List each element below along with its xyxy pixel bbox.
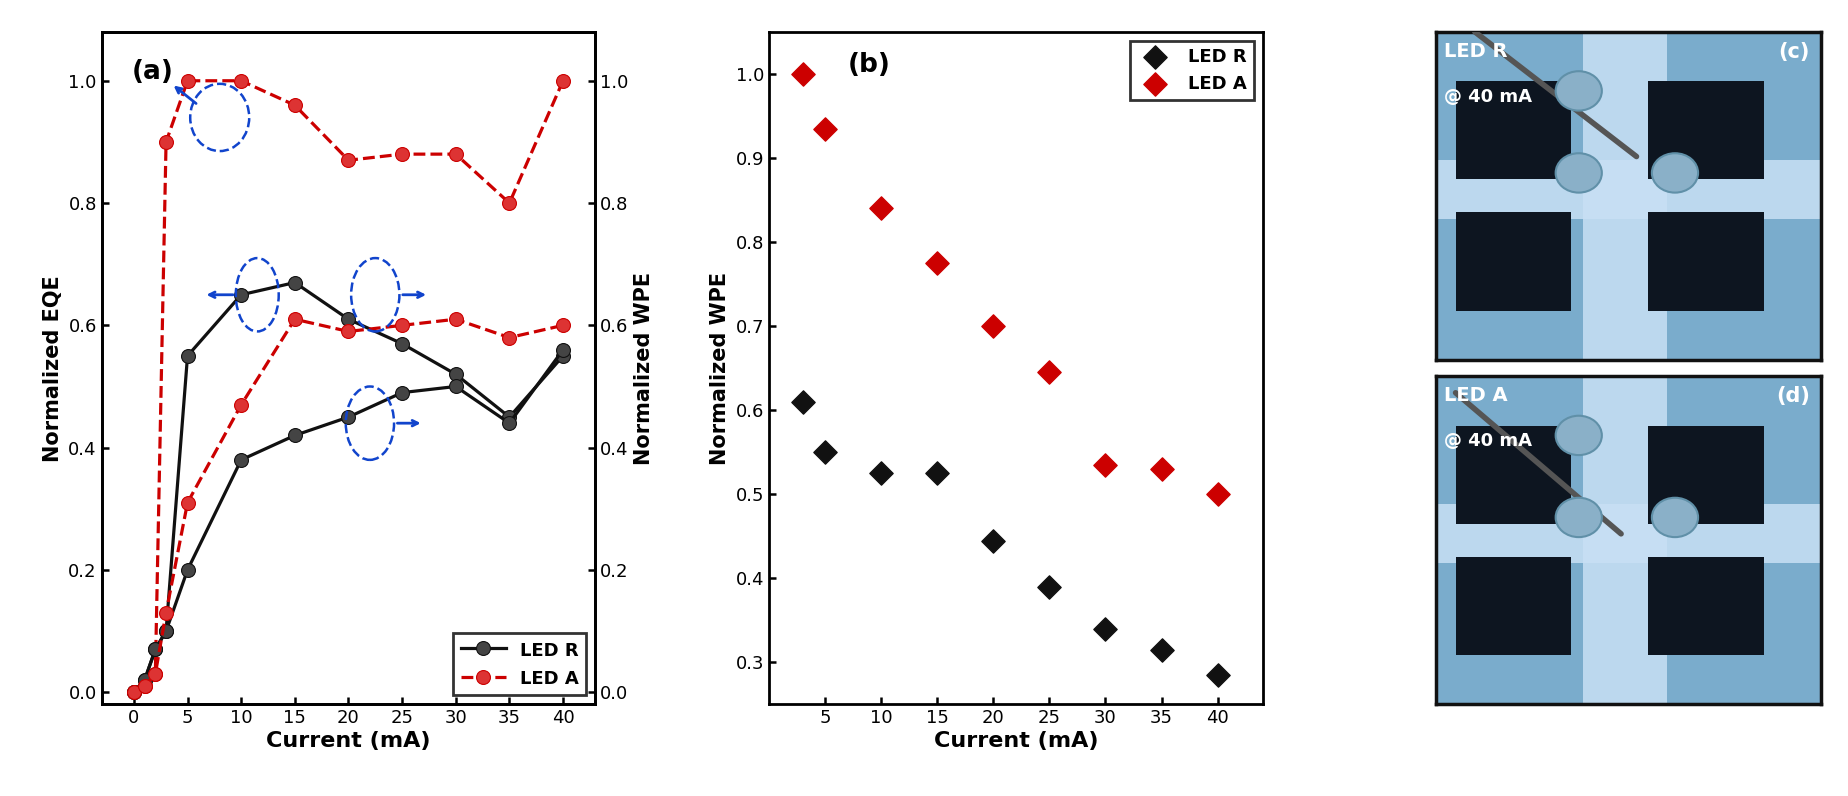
LED R xyxy=(229,290,251,299)
Text: (b): (b) xyxy=(848,52,891,78)
Text: (c): (c) xyxy=(1778,41,1809,61)
LED A xyxy=(497,198,519,208)
LED A xyxy=(133,681,155,691)
LED R xyxy=(283,278,305,287)
Bar xyxy=(1436,160,1820,219)
LED A xyxy=(155,137,177,146)
Text: LED R: LED R xyxy=(1443,41,1506,60)
LED R xyxy=(787,396,817,408)
LED A xyxy=(1035,366,1064,379)
Bar xyxy=(1454,426,1571,524)
X-axis label: Current (mA): Current (mA) xyxy=(266,732,431,751)
LED R xyxy=(497,412,519,422)
LED R xyxy=(1035,580,1064,593)
Bar xyxy=(1454,81,1571,179)
LED A xyxy=(1090,458,1120,471)
LED R xyxy=(176,351,198,361)
Bar xyxy=(1647,426,1763,524)
LED A xyxy=(867,202,896,215)
LED A xyxy=(444,150,466,159)
Bar xyxy=(1647,557,1763,655)
Bar xyxy=(1647,213,1763,310)
LED A xyxy=(1146,462,1175,475)
LED A xyxy=(176,76,198,85)
Bar xyxy=(1582,377,1667,704)
Text: LED A: LED A xyxy=(1443,386,1506,405)
LED R xyxy=(122,688,144,697)
LED A xyxy=(787,68,817,80)
LED R xyxy=(867,467,896,480)
Y-axis label: Normalized WPE: Normalized WPE xyxy=(634,271,654,465)
Circle shape xyxy=(1554,154,1600,193)
LED R xyxy=(444,369,466,379)
LED R xyxy=(144,645,166,654)
LED R xyxy=(1090,622,1120,635)
Circle shape xyxy=(1554,416,1600,455)
LED A xyxy=(122,688,144,697)
Legend: LED R, LED A: LED R, LED A xyxy=(1129,41,1253,100)
LED R xyxy=(336,314,359,324)
LED A xyxy=(1203,488,1233,501)
Bar xyxy=(1582,32,1667,360)
Line: LED R: LED R xyxy=(128,275,569,699)
Circle shape xyxy=(1650,154,1696,193)
LED R xyxy=(922,467,952,480)
LED R xyxy=(1203,669,1233,681)
Bar xyxy=(1454,213,1571,310)
Legend: LED R, LED A: LED R, LED A xyxy=(453,634,586,696)
LED A xyxy=(144,669,166,679)
LED R xyxy=(809,446,839,458)
LED A xyxy=(336,155,359,165)
Text: @ 40 mA: @ 40 mA xyxy=(1443,432,1532,450)
LED A xyxy=(229,76,251,85)
LED R xyxy=(1146,643,1175,656)
LED A xyxy=(978,320,1007,333)
Y-axis label: Normalized WPE: Normalized WPE xyxy=(710,271,730,465)
Line: LED A: LED A xyxy=(128,74,569,699)
Bar xyxy=(1647,81,1763,179)
Circle shape xyxy=(1650,498,1696,537)
LED R xyxy=(978,534,1007,547)
Text: @ 40 mA: @ 40 mA xyxy=(1443,88,1532,106)
LED R xyxy=(155,626,177,636)
LED R xyxy=(553,351,575,361)
X-axis label: Current (mA): Current (mA) xyxy=(933,732,1098,751)
LED A xyxy=(809,122,839,135)
Circle shape xyxy=(1554,498,1600,537)
LED A xyxy=(283,100,305,110)
LED A xyxy=(390,150,412,159)
LED A xyxy=(553,76,575,85)
Bar xyxy=(1454,557,1571,655)
Text: (a): (a) xyxy=(131,59,174,84)
LED R xyxy=(133,675,155,685)
LED R xyxy=(390,339,412,349)
Bar xyxy=(1436,505,1820,564)
LED A xyxy=(922,256,952,269)
Y-axis label: Normalized EQE: Normalized EQE xyxy=(43,275,63,462)
Circle shape xyxy=(1554,71,1600,111)
Text: (d): (d) xyxy=(1774,386,1809,406)
